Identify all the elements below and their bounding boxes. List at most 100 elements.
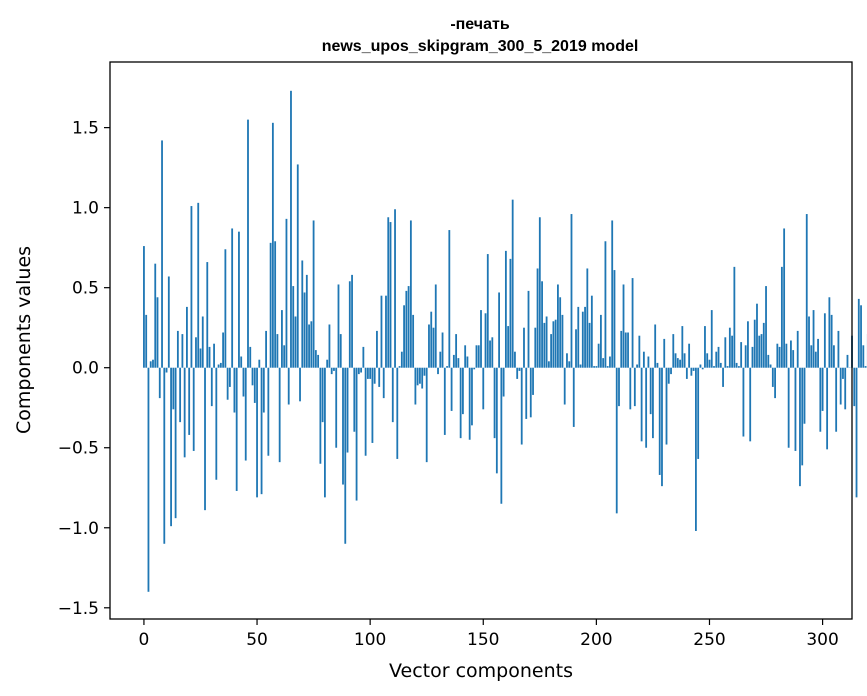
bar (493, 367, 496, 439)
y-axis-label: Components values (13, 246, 35, 434)
bar (685, 367, 688, 379)
bar (828, 297, 831, 368)
bar (785, 343, 788, 368)
bar (330, 367, 333, 375)
bar (464, 345, 467, 368)
bar (624, 332, 627, 368)
bar (482, 367, 485, 410)
bar (751, 346, 754, 368)
bar (767, 354, 770, 368)
bar (156, 297, 159, 368)
bar (842, 367, 844, 379)
bar (579, 364, 582, 368)
bar (348, 281, 351, 368)
bar (835, 367, 838, 432)
bar (301, 260, 304, 368)
bar (357, 367, 360, 375)
bar (326, 359, 329, 368)
chart-title: -печать (450, 16, 510, 33)
bar (172, 367, 175, 410)
bar (674, 353, 677, 368)
bar (477, 345, 480, 368)
bar (758, 335, 761, 368)
bar (557, 284, 559, 368)
y-tick-label: 0.0 (72, 359, 99, 379)
bar (783, 228, 786, 368)
bar (520, 367, 523, 445)
bar (437, 367, 439, 375)
bar (373, 367, 376, 384)
bar (566, 353, 568, 368)
bar (400, 351, 403, 368)
bar (152, 359, 154, 368)
bar (762, 322, 765, 368)
bar (769, 364, 772, 368)
bar (303, 292, 306, 368)
bar (170, 367, 172, 527)
bar (737, 366, 740, 368)
bar (688, 343, 691, 368)
bar (276, 334, 279, 368)
bar (480, 310, 482, 368)
bar (722, 367, 724, 387)
bar (572, 367, 575, 427)
bar (532, 367, 534, 395)
bar (860, 305, 862, 368)
bar (441, 332, 444, 368)
bar (817, 338, 819, 368)
bar (181, 334, 184, 368)
bar (154, 263, 157, 368)
bar (765, 286, 767, 368)
x-axis: 0 50 100 150 200 250 300 (139, 619, 839, 650)
bar (584, 306, 586, 368)
bar (837, 330, 840, 368)
bar (371, 367, 374, 443)
bar (701, 367, 704, 370)
bar (339, 334, 342, 368)
bar (471, 367, 473, 426)
bar (233, 367, 236, 413)
bar (414, 367, 417, 405)
bar (195, 337, 197, 368)
bar (810, 345, 813, 368)
bar (527, 290, 530, 368)
bar (407, 286, 410, 368)
bar (231, 228, 234, 368)
bar (753, 319, 756, 368)
bar (796, 330, 799, 368)
bar (484, 313, 487, 368)
bar (706, 353, 709, 368)
bar (389, 222, 392, 368)
bar (364, 367, 367, 456)
bar (369, 367, 372, 379)
bar (242, 367, 245, 397)
bar (719, 362, 722, 368)
bar (271, 122, 274, 368)
bar (665, 367, 668, 445)
bar (695, 367, 697, 531)
bar (448, 230, 451, 368)
bar (475, 345, 478, 368)
bar (213, 343, 215, 368)
bar (550, 334, 553, 368)
bar (661, 367, 663, 487)
bar (321, 367, 324, 423)
bar (663, 338, 666, 368)
bar (667, 367, 670, 384)
bar (179, 367, 182, 423)
bar (683, 353, 686, 368)
bar (538, 217, 541, 368)
bar (405, 290, 408, 368)
bar (509, 258, 512, 368)
bar (409, 220, 412, 368)
bar (145, 314, 148, 368)
bar (176, 330, 179, 368)
bar (486, 254, 489, 368)
bar (855, 367, 858, 498)
bar (366, 367, 369, 379)
bar (403, 305, 405, 368)
bar (604, 241, 607, 368)
bar (636, 364, 638, 368)
bar (240, 356, 243, 368)
